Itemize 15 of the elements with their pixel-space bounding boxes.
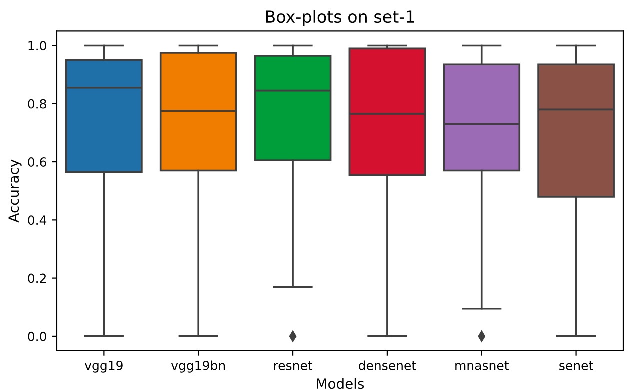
x-tick-label: densenet [359,360,416,370]
x-tick-label: senet [560,361,594,370]
x-tick-label: resnet [274,361,313,370]
x-tick-label: vgg19bn [171,360,226,373]
x-tick-label: vgg19 [84,360,123,373]
y-tick-label: 0.2 [28,274,46,284]
y-axis-title: Accuracy [8,160,22,223]
chart-title: Box-plots on set-1 [266,10,414,26]
y-tick-label: 0.0 [28,332,46,342]
y-tick-label: 1.0 [28,41,46,51]
x-axis-title: Models [317,378,364,390]
y-tick-label: 0.4 [28,216,47,226]
y-tick-label: 0.6 [28,158,46,167]
y-tick-label: 0.8 [28,99,46,109]
x-tick-label: mnasnet [456,361,509,370]
